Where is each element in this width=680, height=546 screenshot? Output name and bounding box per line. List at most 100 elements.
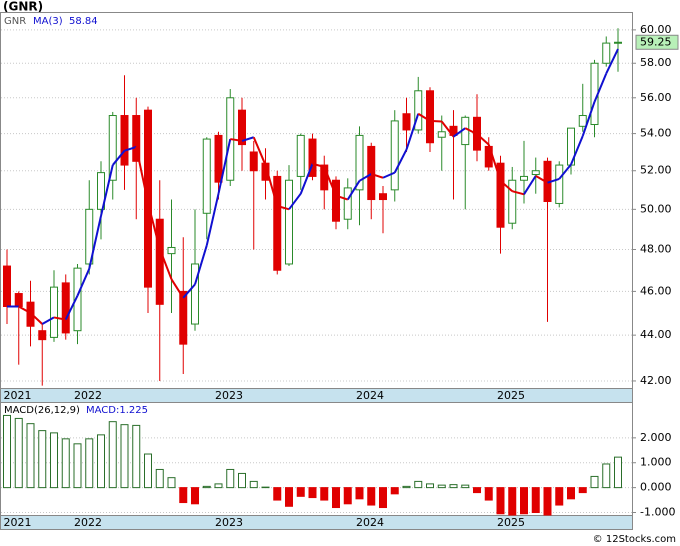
- price-label-box: [635, 34, 679, 50]
- x-tick-label: 2024: [356, 389, 384, 402]
- y-tick-label: 1.000: [640, 456, 672, 469]
- ma-line: [558, 163, 572, 180]
- ma-line: [170, 278, 185, 299]
- macd-bar: [567, 487, 575, 500]
- candle-body: [285, 179, 293, 265]
- ma-line: [393, 149, 408, 174]
- candle-body: [238, 109, 246, 146]
- macd-bar: [155, 468, 164, 489]
- macd-bar: [461, 484, 470, 489]
- x-tick-label: 2021: [4, 389, 32, 402]
- candle-body: [520, 175, 528, 181]
- macd-bar: [73, 443, 82, 489]
- candle-body: [508, 179, 517, 224]
- candle-body: [602, 42, 611, 64]
- legend-ma-value: 58.84: [69, 16, 98, 27]
- ma-line: [135, 146, 149, 204]
- candle-body: [332, 179, 340, 222]
- macd-bar: [496, 487, 505, 515]
- ma-line: [405, 113, 420, 150]
- candle-body: [578, 115, 587, 127]
- ma-line: [440, 120, 455, 138]
- ma-line: [147, 202, 161, 250]
- macd-bar: [390, 487, 399, 495]
- candle-body: [296, 134, 305, 177]
- x-tick-label: 2022: [74, 516, 102, 529]
- ma-line: [217, 138, 232, 194]
- macd-bar: [308, 487, 317, 499]
- year-band: [0, 515, 633, 530]
- y-tick-label: 52.00: [640, 164, 672, 177]
- macd-bar: [379, 487, 387, 509]
- macd-bar: [343, 487, 352, 505]
- x-tick-label: 2023: [215, 516, 243, 529]
- x-tick-label: 2023: [215, 389, 243, 402]
- legend-ticker: GNR: [4, 16, 26, 27]
- candle-body: [437, 131, 446, 138]
- ma-line: [252, 136, 267, 166]
- macd-bar: [367, 487, 376, 506]
- ma-line: [205, 193, 220, 246]
- candle-body: [531, 170, 540, 176]
- candle-body: [120, 115, 129, 166]
- ma-line: [124, 146, 137, 152]
- candle-body: [343, 187, 352, 220]
- candle-body: [379, 193, 387, 201]
- candle-body: [61, 282, 70, 334]
- macd-bar: [531, 487, 540, 514]
- x-tick-label: 2025: [497, 516, 525, 529]
- y-tick-label: 46.00: [640, 284, 672, 297]
- macd-bar: [3, 414, 11, 489]
- ma-line: [111, 150, 126, 166]
- ma-line: [370, 173, 384, 179]
- macd-bar: [555, 487, 564, 506]
- ma-line: [76, 268, 91, 297]
- candle-body: [155, 218, 164, 305]
- macd-bar: [414, 480, 423, 489]
- candle-body: [191, 263, 199, 325]
- macd-bar: [26, 423, 35, 489]
- macd-bar: [273, 487, 282, 501]
- macd-bar: [85, 438, 94, 489]
- candle-body: [614, 41, 622, 44]
- ma-line: [535, 174, 549, 184]
- ma-line: [382, 171, 396, 179]
- candle-body: [367, 145, 376, 201]
- ma-line: [241, 136, 255, 142]
- macd-bar: [520, 487, 528, 515]
- ma-line: [288, 193, 302, 210]
- candle-body: [390, 120, 399, 191]
- chart-title: (GNR): [3, 0, 43, 14]
- macd-bar: [449, 484, 458, 489]
- macd-bar: [473, 487, 481, 494]
- ma-line: [276, 205, 290, 211]
- ma-line: [429, 119, 442, 123]
- macd-bar: [285, 487, 293, 507]
- ma-line: [323, 166, 337, 197]
- candle-body: [414, 90, 423, 131]
- macd-bar: [108, 421, 117, 489]
- ma-line: [605, 48, 619, 74]
- price-label: 59.25: [640, 35, 672, 48]
- ma-line: [358, 173, 372, 182]
- ma-line: [476, 133, 490, 146]
- ma-line: [100, 164, 114, 217]
- candle-body: [202, 138, 211, 214]
- candle-body: [402, 113, 411, 131]
- y-tick-label: 56.00: [640, 91, 672, 104]
- macd-bar: [296, 487, 305, 497]
- macd-bar: [14, 417, 23, 489]
- candle-body: [167, 246, 176, 255]
- ma-line: [312, 162, 325, 168]
- y-tick-label: 54.00: [640, 127, 672, 140]
- candle-body: [73, 267, 82, 332]
- x-tick-label: 2022: [74, 389, 102, 402]
- candle-body: [249, 151, 258, 172]
- macd-legend: MACD(26,12,9): [4, 405, 80, 416]
- ma-line: [464, 127, 478, 136]
- macd-bar: [38, 430, 47, 489]
- candle-body: [273, 175, 282, 271]
- macd-bar: [249, 480, 258, 489]
- macd-bar: [402, 485, 411, 489]
